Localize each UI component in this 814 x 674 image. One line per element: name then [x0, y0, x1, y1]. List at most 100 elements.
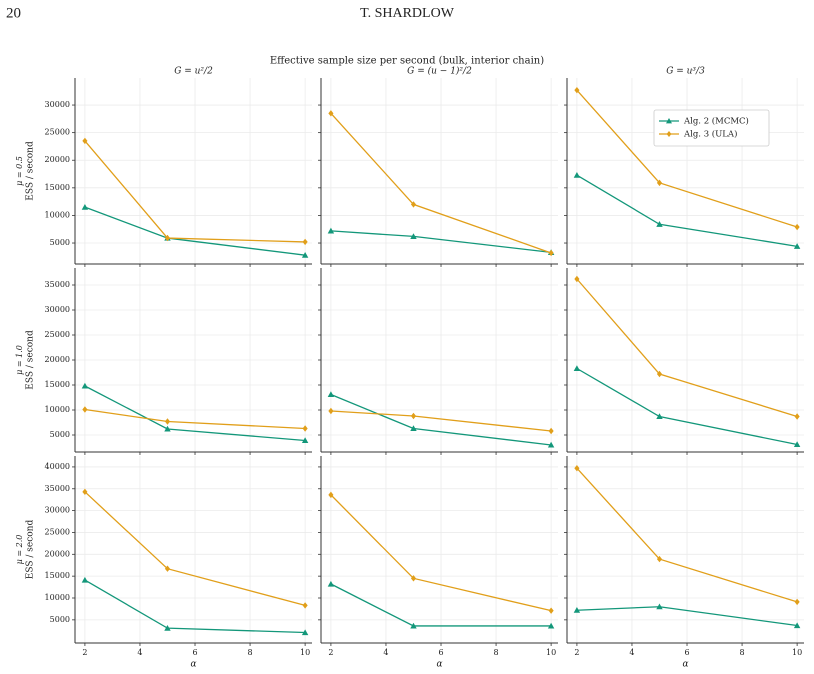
y-tick-label: 5000 [50, 238, 70, 247]
panel-title: G = u³/3 [666, 67, 705, 77]
y-tick-label: 35000 [45, 280, 70, 289]
y-tick-label: 10000 [45, 210, 70, 219]
y-tick-label: 15000 [45, 183, 70, 192]
data-point [82, 488, 88, 496]
data-point [302, 238, 308, 246]
page-number: 20 [6, 5, 21, 21]
data-point [656, 413, 663, 420]
data-point [82, 406, 88, 413]
x-tick-label: 4 [629, 648, 634, 657]
data-point [548, 607, 554, 614]
y-axis-label: ESS / second [26, 520, 36, 580]
data-point [164, 565, 171, 572]
data-point [302, 425, 308, 432]
x-tick-label: 8 [494, 648, 499, 657]
x-tick-label: 6 [192, 648, 197, 657]
data-point [81, 382, 89, 389]
data-point [547, 441, 555, 448]
x-tick-label: 8 [248, 648, 253, 657]
legend-box [653, 109, 770, 147]
data-point [794, 413, 800, 420]
x-tick-label: 10 [546, 648, 556, 657]
x-tick-label: 2 [574, 648, 579, 657]
y-tick-label: 35000 [45, 484, 70, 493]
x-tick-label: 6 [684, 648, 689, 657]
legend-marker [666, 118, 672, 124]
data-point [302, 602, 308, 609]
y-axis-label: ESS / second [26, 330, 36, 390]
y-tick-label: 30000 [45, 100, 70, 109]
y-tick-label: 20000 [45, 549, 70, 558]
x-axis-label: α [190, 660, 196, 670]
data-point [548, 249, 554, 257]
data-point [574, 465, 580, 472]
y-tick-label: 15000 [45, 380, 70, 389]
data-point [793, 441, 801, 448]
data-point [793, 243, 801, 249]
y-tick-label: 25000 [45, 527, 70, 536]
data-point [81, 203, 89, 210]
y-tick-label: 5000 [50, 615, 70, 624]
data-point [164, 234, 171, 242]
y-tick-label: 25000 [45, 330, 70, 339]
y-tick-label: 30000 [45, 506, 70, 515]
data-point [327, 580, 335, 587]
data-point [410, 575, 417, 582]
y-tick-label: 25000 [45, 128, 70, 137]
data-point [82, 137, 88, 145]
data-point [410, 622, 417, 629]
data-point [301, 437, 309, 444]
data-point [548, 427, 554, 435]
x-tick-label: 2 [328, 648, 333, 657]
data-point [410, 412, 417, 420]
data-point [794, 598, 800, 606]
x-axis-label: α [436, 660, 442, 670]
data-point [164, 624, 171, 631]
figure-title: Effective sample size per second (bulk, … [270, 56, 544, 67]
data-point [574, 86, 580, 94]
data-point [573, 365, 581, 372]
data-point [301, 251, 309, 258]
data-point [656, 179, 663, 187]
legend-label: Alg. 2 (MCMC) [683, 116, 749, 127]
data-point [328, 407, 334, 415]
legend-marker [666, 131, 672, 137]
data-point [656, 603, 663, 610]
data-point [327, 227, 335, 234]
data-point [656, 555, 663, 563]
x-tick-label: 10 [792, 648, 802, 657]
data-point [410, 233, 417, 239]
y-tick-label: 15000 [45, 571, 70, 580]
data-point [547, 622, 555, 629]
row-label: μ = 0.5 [15, 156, 24, 186]
x-tick-label: 6 [438, 648, 443, 657]
data-point [656, 221, 663, 227]
x-tick-label: 8 [740, 648, 745, 657]
y-tick-label: 5000 [50, 430, 70, 439]
row-label: μ = 2.0 [15, 535, 24, 565]
data-point [794, 223, 800, 231]
y-tick-label: 30000 [45, 305, 70, 314]
data-point [573, 171, 581, 178]
y-tick-label: 40000 [45, 462, 70, 471]
y-tick-label: 20000 [45, 355, 70, 364]
data-point [573, 607, 581, 613]
y-tick-label: 10000 [45, 405, 70, 414]
data-point [574, 275, 580, 283]
data-point [410, 425, 417, 432]
data-point [793, 622, 801, 629]
y-axis-label: ESS / second [26, 141, 36, 201]
data-point [656, 370, 663, 378]
data-point [328, 491, 334, 499]
data-point [164, 418, 171, 425]
x-tick-label: 4 [383, 648, 388, 657]
x-axis-label: α [682, 660, 688, 670]
y-tick-label: 20000 [45, 155, 70, 164]
x-tick-label: 10 [300, 648, 310, 657]
x-tick-label: 4 [137, 648, 142, 657]
data-point [328, 110, 334, 117]
panel-title: G = u²/2 [174, 67, 213, 77]
running-title: T. SHARDLOW [360, 6, 455, 21]
data-point [164, 425, 171, 432]
